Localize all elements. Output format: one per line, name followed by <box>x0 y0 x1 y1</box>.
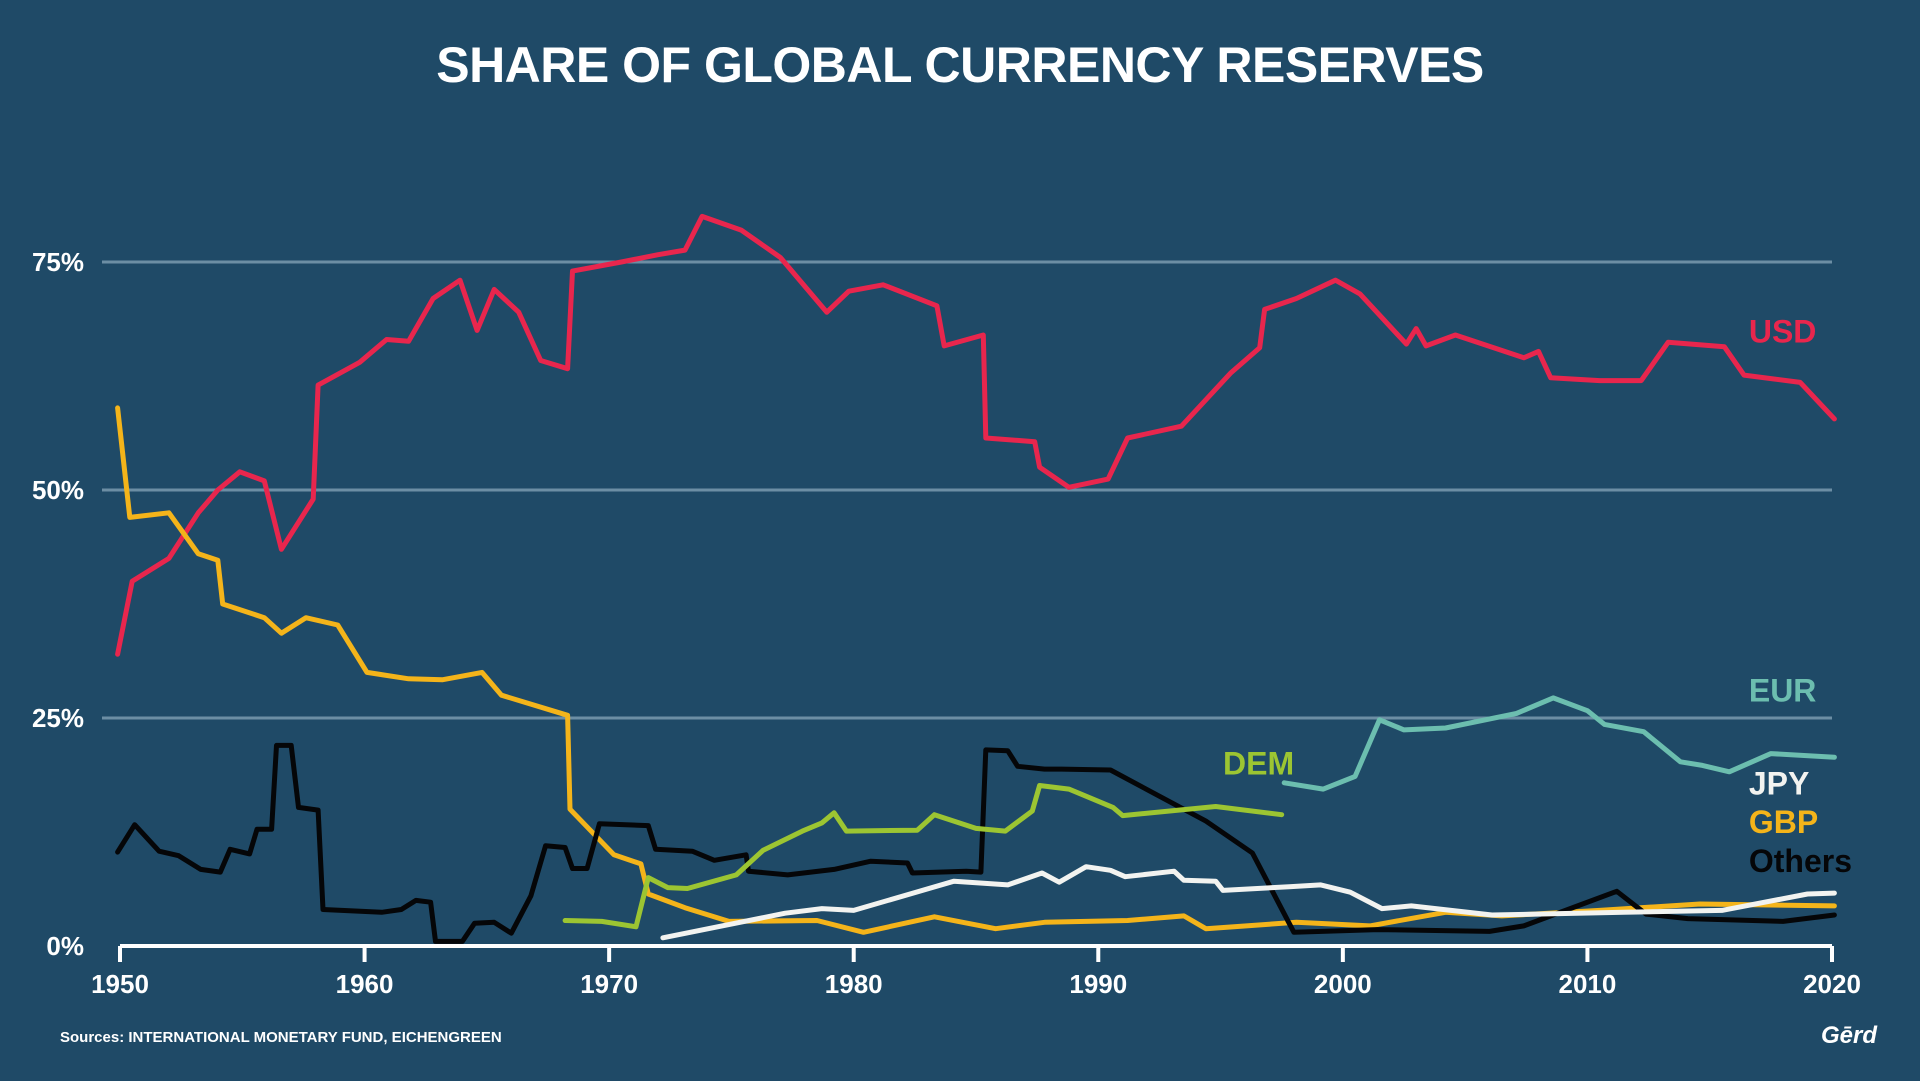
x-tick-label: 1980 <box>825 969 883 999</box>
series-label-others: Others <box>1749 843 1852 879</box>
series-label-gbp: GBP <box>1749 804 1818 840</box>
y-tick-label: 50% <box>32 475 84 505</box>
x-tick-label: 2000 <box>1314 969 1372 999</box>
y-tick-label: 75% <box>32 247 84 277</box>
series-line-jpy <box>660 864 1837 941</box>
series-label-jpy: JPY <box>1749 766 1809 802</box>
series-label-dem: DEM <box>1223 746 1294 782</box>
series-line-others <box>115 742 1837 944</box>
series-line-gbp <box>115 405 1837 935</box>
x-tick-label: 2010 <box>1559 969 1617 999</box>
series-label-usd: USD <box>1749 313 1817 349</box>
series-line-dem <box>562 783 1285 930</box>
series-label-eur: EUR <box>1749 673 1817 709</box>
grid-lines <box>102 260 1832 720</box>
x-tick-label: 2020 <box>1803 969 1861 999</box>
y-tick-label: 0% <box>46 931 84 961</box>
x-tick-label: 1950 <box>91 969 149 999</box>
x-tick-label: 1960 <box>336 969 394 999</box>
series-lines <box>115 213 1837 944</box>
source-note: Sources: INTERNATIONAL MONETARY FUND, EI… <box>60 1029 502 1046</box>
series-line-usd <box>115 213 1837 657</box>
chart-title: SHARE OF GLOBAL CURRENCY RESERVES <box>436 37 1484 93</box>
x-tick-label: 1990 <box>1069 969 1127 999</box>
y-tick-label: 25% <box>32 703 84 733</box>
series-line-eur <box>1281 695 1837 792</box>
brand-logo: Gērd <box>1821 1022 1878 1049</box>
axes: 0% 25% 50% 75% 1950 1960 1970 1980 1990 2000 2010 2… <box>32 247 1861 999</box>
x-tick-label: 1970 <box>580 969 638 999</box>
